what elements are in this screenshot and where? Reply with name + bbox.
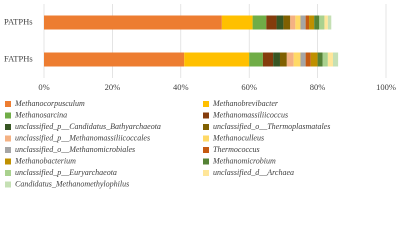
legend-label: Methanobacterium — [14, 156, 76, 165]
bar-segment — [293, 52, 301, 67]
legend-label: unclassified_o__Methanomicrobiales — [15, 145, 135, 154]
legend-label: Methanoculleus — [212, 133, 264, 142]
legend-label: Methanomassiliicoccus — [212, 110, 288, 119]
bar-segment — [249, 52, 263, 67]
bar-segment — [262, 52, 274, 67]
legend-swatch — [5, 101, 11, 107]
legend-swatch — [5, 135, 11, 142]
bar-segment — [286, 52, 294, 67]
legend-swatch — [203, 170, 209, 176]
bar-segment — [310, 52, 318, 67]
legend-label: Candidatus_Methanomethylophilus — [15, 179, 129, 188]
y-tick-label: PATPHs — [4, 16, 33, 26]
bar-segment — [327, 15, 332, 30]
x-tick-label: 40% — [173, 82, 189, 92]
legend-swatch — [203, 124, 209, 130]
bar-segment — [295, 15, 301, 30]
legend-swatch — [203, 158, 209, 165]
bar-segment — [221, 15, 253, 30]
bar-segment — [317, 52, 323, 67]
legend-label: Methanobrevibacter — [212, 99, 279, 108]
x-tick-label: 60% — [241, 82, 257, 92]
legend-swatch — [203, 135, 209, 142]
bar-segment — [279, 52, 287, 67]
bar-segment — [276, 15, 284, 30]
x-tick-label: 100% — [376, 82, 396, 92]
legend-label: unclassified_p__Candidatus_Bathyarchaeot… — [15, 122, 161, 131]
legend-label: Methanomicrobium — [212, 156, 276, 165]
legend-swatch — [5, 124, 11, 130]
legend-swatch — [5, 158, 11, 165]
legend-swatch — [203, 101, 209, 107]
bar-segment — [332, 52, 339, 67]
bar-segment — [327, 52, 333, 67]
legend-swatch — [5, 181, 11, 188]
bar-segment — [324, 15, 328, 30]
bar-segment — [305, 52, 311, 67]
legend-label: Thermococcus — [213, 145, 260, 154]
bar-segment — [184, 52, 250, 67]
chart: 0% 20% 40% 60% 80% 100% PATPHs FATPHs Methanocor… — [4, 4, 396, 188]
legend-swatch — [203, 112, 209, 119]
bar-segment — [266, 15, 277, 30]
bar-segment — [322, 52, 328, 67]
bar-segment — [314, 15, 320, 30]
y-tick-label: FATPHs — [4, 53, 33, 63]
bar-segment — [283, 15, 291, 30]
x-tick-label: 80% — [310, 82, 326, 92]
bar-segment — [252, 15, 267, 30]
legend-label: unclassified_d__Archaea — [213, 168, 294, 177]
legend-label: unclassified_p__Euryarchaeota — [15, 168, 117, 177]
bar-segment — [44, 15, 222, 30]
bar-segment — [319, 15, 325, 30]
legend-label: unclassified_o__Thermoplasmatales — [213, 122, 330, 131]
legend-swatch — [203, 147, 209, 153]
bar-segment — [300, 15, 306, 30]
bar-segment — [300, 52, 306, 67]
bar-segment — [309, 15, 315, 30]
legend-label: Methanocorpusculum — [14, 99, 85, 108]
legend-swatch — [5, 170, 11, 176]
legend-label: unclassified_p__Methanomassiliicoccales — [15, 133, 150, 142]
bar-segment — [273, 52, 280, 67]
x-tick-label: 0% — [38, 82, 49, 92]
bar-segment — [44, 52, 185, 67]
x-tick-label: 20% — [105, 82, 121, 92]
legend-swatch — [5, 112, 11, 119]
legend-swatch — [5, 147, 11, 153]
bar-segment — [305, 15, 310, 30]
bar-segment — [290, 15, 296, 30]
legend-label: Methanosarcina — [14, 110, 67, 119]
